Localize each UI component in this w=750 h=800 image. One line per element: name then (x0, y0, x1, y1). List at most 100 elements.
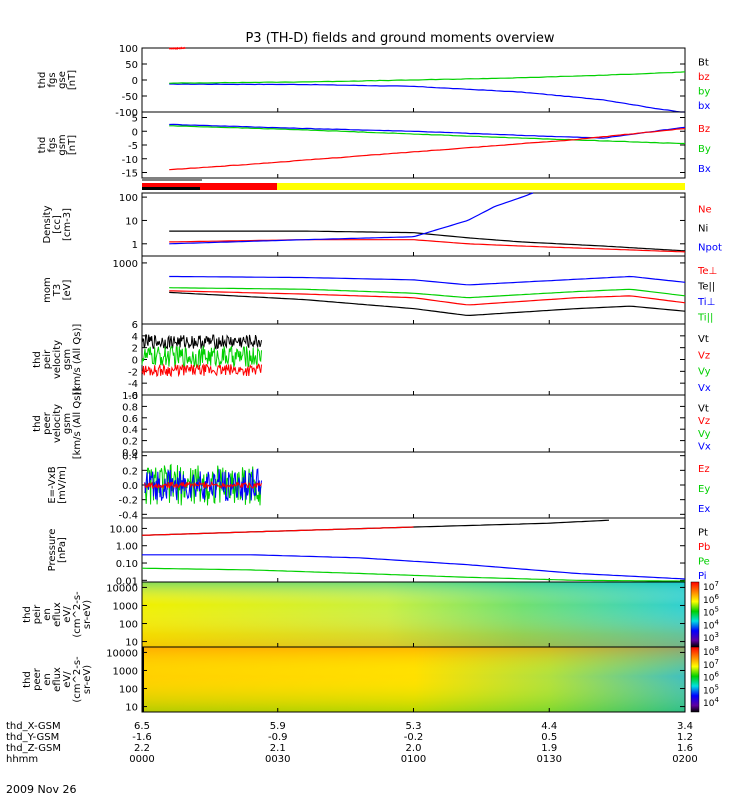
spectrogram-gap (142, 647, 144, 712)
y-axis-label: eV/ (62, 671, 73, 688)
spectrogram-overlay (142, 582, 685, 647)
y-axis-label: sr-eV) (82, 665, 93, 694)
y-axis-label: [cm-3] (62, 208, 73, 241)
series-bz (168, 46, 186, 51)
series-Ti⊥ (169, 275, 686, 286)
y-tick-label: -0.2 (118, 496, 138, 507)
y-axis-label: eflux (52, 602, 63, 627)
y-tick-label: 0.4 (122, 452, 138, 463)
y-axis-label: en (42, 673, 53, 686)
colorbar-label: 107 (703, 658, 719, 671)
y-tick-label: 0 (132, 356, 138, 367)
series-Vt (141, 334, 262, 351)
y-axis-label: thd (37, 72, 48, 89)
legend-Ne: Ne (698, 205, 712, 216)
legend-bx: bx (698, 101, 710, 112)
colorbar-label: 106 (703, 593, 719, 606)
legend-Bx: Bx (698, 164, 711, 175)
y-axis-label: gsm (57, 134, 68, 155)
y-tick-label: 6 (132, 320, 138, 331)
y-tick-label: 1.00 (116, 542, 138, 553)
legend-by: by (698, 86, 710, 97)
y-tick-label: 1 (132, 240, 138, 251)
y-axis-label: peer (32, 667, 43, 691)
y-axis-label: gsm (62, 349, 73, 370)
y-tick-label: 50 (125, 60, 138, 71)
series-Bx (169, 123, 686, 139)
footer-row-label: hhmm (6, 754, 38, 765)
y-axis-label: T3 (52, 284, 63, 297)
series-Ex (144, 468, 262, 501)
y-tick-label: 2 (132, 344, 138, 355)
series-By (169, 125, 685, 145)
y-tick-label: 0.4 (122, 425, 138, 436)
y-tick-label: -4 (128, 379, 138, 390)
panel-density: 1 10 100 Density [cc] [cm-3] Ne Ni Npot (42, 192, 722, 257)
y-axis-label: sr-eV) (82, 600, 93, 629)
spectrogram-overlay (144, 647, 685, 712)
panel-efield: -0.4 -0.2 0.0 0.2 0.4 E=-VxB [mV/m] Ez Ey Ex (47, 451, 710, 521)
series-Te⊥ (169, 290, 686, 306)
footer-value: 6.5 (134, 721, 150, 732)
footer-value: 2.0 (406, 743, 422, 754)
y-tick-label: -5 (128, 141, 138, 152)
y-axis-label: [km/s (All Qs)] (72, 324, 83, 396)
y-axis-label: [km/s (All Qs)] (72, 388, 83, 460)
legend-Te||: Te|| (697, 281, 715, 292)
y-tick-label: 0.01 (116, 576, 138, 587)
y-tick-label: 10000 (106, 583, 138, 594)
legend-Pe: Pe (698, 556, 710, 567)
series-bx (169, 83, 685, 113)
y-tick-label: -10 (122, 155, 138, 166)
series-Pb (141, 526, 414, 536)
y-axis-label: thd (32, 351, 43, 368)
series-Ti|| (169, 287, 686, 299)
series-by (169, 71, 686, 84)
y-axis-label: (cm^2-s- (72, 656, 83, 703)
colorbar-label: 105 (703, 683, 719, 696)
footer-value: 0100 (401, 754, 426, 765)
y-tick-label: 0.2 (122, 437, 138, 448)
y-tick-label: 1.0 (122, 391, 138, 402)
y-axis-label: [mV/m] (57, 466, 68, 504)
y-axis-label: [cc] (52, 215, 63, 234)
y-axis-label: [nT] (67, 135, 78, 155)
y-axis-label: mom (42, 277, 53, 303)
status-bar-red (142, 183, 277, 190)
colorbar-label: 103 (703, 631, 719, 644)
legend-Vt: Vt (698, 334, 709, 345)
footer-value: -0.9 (268, 732, 288, 743)
footer-value: 0000 (129, 754, 154, 765)
footer-value: 0030 (265, 754, 290, 765)
legend-Ti||: Ti|| (697, 312, 713, 323)
footer-value: 0200 (672, 754, 697, 765)
y-tick-label: 1000 (113, 601, 138, 612)
time-axis-footer: thd_X-GSM 6.5 5.9 5.3 4.4 3.4 thd_Y-GSM -1.6 -0.… (6, 721, 698, 765)
legend-Vy: Vy (698, 367, 711, 378)
series-Ni (169, 230, 686, 252)
y-axis-label: [eV] (62, 280, 73, 301)
colorbar-label: 104 (703, 696, 719, 709)
y-axis-label: peir (42, 349, 53, 369)
series-Pe (141, 567, 685, 582)
legend-Vx: Vx (698, 442, 711, 453)
legend-Ti⊥: Ti⊥ (697, 297, 715, 308)
legend-Ni: Ni (698, 224, 708, 235)
colorbar-label: 107 (703, 580, 719, 593)
legend-By: By (698, 144, 711, 155)
colorbar-label: 105 (703, 606, 719, 619)
y-tick-label: 0.0 (122, 448, 138, 459)
panel-frame (141, 111, 686, 179)
y-axis-label: peir (32, 604, 43, 624)
y-axis-label: thd (22, 671, 33, 688)
y-axis-label: fgs (47, 137, 58, 152)
legend-Ez: Ez (698, 464, 710, 475)
y-axis-label: velocity (52, 404, 63, 443)
footer-row-label: thd_Y-GSM (6, 732, 59, 743)
footer-value: -1.6 (132, 732, 152, 743)
y-tick-label: 10 (125, 216, 138, 227)
y-axis-label: velocity (52, 340, 63, 379)
y-tick-label: 100 (119, 620, 138, 631)
